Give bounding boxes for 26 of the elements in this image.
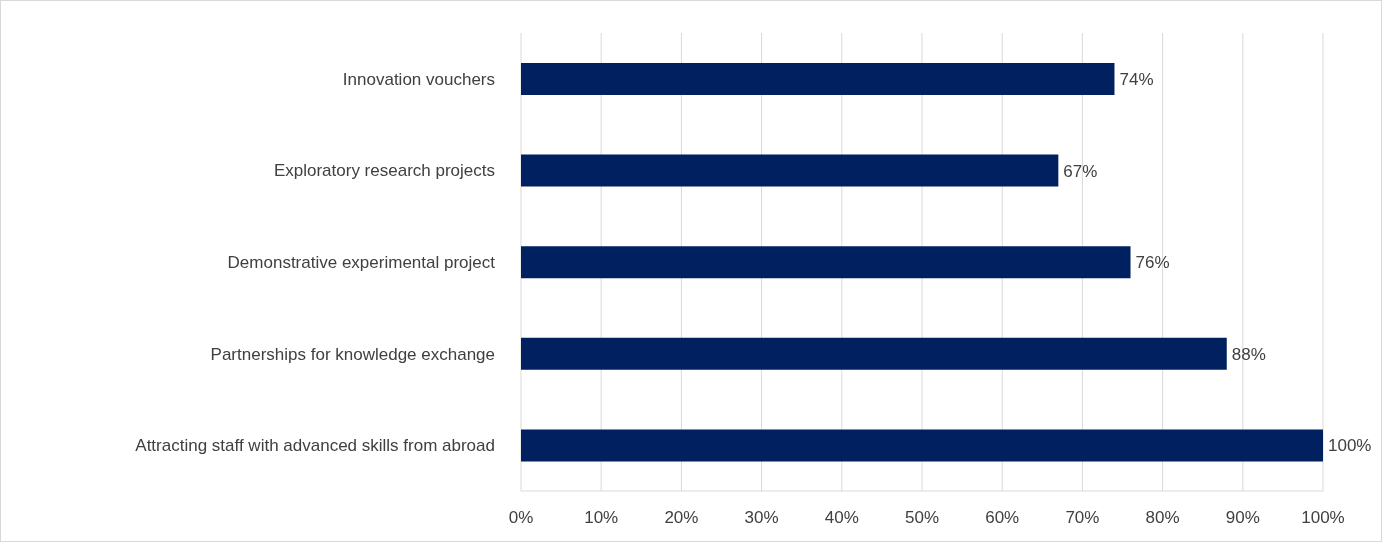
x-tick-label: 100% xyxy=(1301,508,1345,528)
x-tick-label: 30% xyxy=(744,508,779,528)
y-tick-label: Exploratory research projects xyxy=(273,161,495,181)
data-label: 74% xyxy=(1119,70,1154,90)
bar xyxy=(521,429,1323,462)
bar xyxy=(521,63,1115,95)
data-label: 76% xyxy=(1135,253,1170,273)
x-tick-label: 80% xyxy=(1145,508,1180,528)
x-tick-label: 0% xyxy=(508,508,534,528)
x-tick-label: 90% xyxy=(1225,508,1260,528)
x-tick-label: 70% xyxy=(1065,508,1100,528)
bar xyxy=(521,154,1059,187)
x-tick-label: 60% xyxy=(985,508,1020,528)
bar xyxy=(521,246,1131,279)
y-tick-label: Innovation vouchers xyxy=(342,69,495,89)
x-tick-label: 10% xyxy=(584,508,619,528)
data-label: 67% xyxy=(1063,161,1098,181)
data-label: 100% xyxy=(1328,436,1372,456)
y-tick-label: Partnerships for knowledge exchange xyxy=(210,344,495,364)
x-tick-label: 50% xyxy=(904,508,940,528)
x-tick-label: 20% xyxy=(664,508,699,528)
data-label: 88% xyxy=(1231,344,1266,364)
x-tick-label: 40% xyxy=(824,508,859,528)
bar xyxy=(521,337,1227,370)
y-tick-label: Demonstrative experimental project xyxy=(227,253,496,273)
y-tick-label: Attracting staff with advanced skills from abroad xyxy=(135,436,495,456)
